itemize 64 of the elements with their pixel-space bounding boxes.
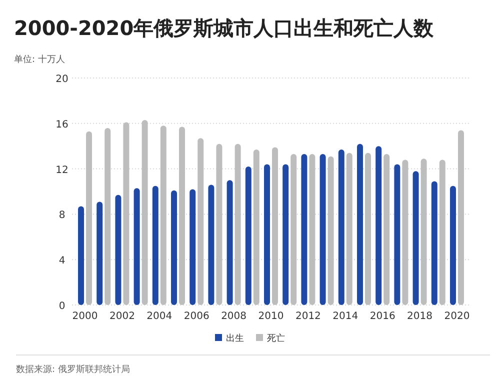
bar [420, 158, 427, 305]
bar [402, 160, 408, 305]
bar [290, 154, 297, 305]
bar [272, 147, 278, 305]
bar [356, 144, 363, 305]
x-tick-label: 2014 [332, 311, 358, 322]
y-tick-label: 8 [58, 210, 66, 222]
x-tick-label: 2010 [258, 311, 284, 322]
bar [226, 180, 233, 305]
x-tick-label: 2018 [407, 311, 433, 322]
bar [104, 128, 111, 305]
bar [134, 188, 140, 305]
bar [78, 206, 84, 305]
bar [208, 184, 214, 305]
bar [152, 186, 158, 305]
bar [364, 152, 371, 305]
bar [338, 150, 344, 305]
bar [320, 154, 326, 305]
bar [264, 164, 270, 305]
bar [123, 122, 130, 305]
bar [412, 171, 419, 305]
bar [394, 164, 400, 305]
x-tick-label: 2006 [184, 311, 210, 322]
bar [346, 152, 352, 305]
legend-label: 出生 [226, 333, 244, 344]
legend-label: 死亡 [267, 333, 285, 344]
source-note: 数据来源: 俄罗斯联邦统计局 [16, 364, 130, 375]
bar [198, 138, 204, 305]
y-tick-label: 16 [56, 119, 68, 130]
bar [160, 126, 166, 305]
bar [309, 154, 316, 305]
bar [245, 166, 252, 305]
y-tick-label: 0 [58, 301, 66, 312]
bar [328, 156, 334, 305]
bar [450, 186, 456, 305]
bar [115, 194, 122, 305]
bar [301, 154, 308, 305]
bar [216, 144, 222, 305]
chart-title: 2000-2020年俄罗斯城市人口出生和死亡人数 [14, 16, 435, 40]
bar [431, 181, 438, 305]
y-tick-label: 20 [56, 74, 68, 85]
y-tick-label: 4 [58, 256, 66, 267]
bar [190, 189, 196, 305]
bar [384, 154, 390, 305]
bar [96, 202, 103, 305]
x-tick-label: 2000 [72, 311, 98, 322]
x-tick-label: 2002 [109, 311, 135, 322]
x-tick-label: 2012 [295, 311, 321, 322]
bar [458, 130, 464, 305]
bar [253, 150, 260, 305]
y-tick-label: 12 [56, 164, 68, 176]
bar [86, 131, 92, 305]
bar [171, 190, 178, 305]
x-tick-label: 2020 [444, 311, 470, 322]
bar [439, 160, 446, 305]
bar [376, 146, 382, 305]
bar [234, 144, 241, 305]
x-tick-label: 2004 [146, 311, 172, 322]
bar [142, 120, 148, 305]
x-tick-label: 2008 [221, 311, 247, 322]
x-tick-label: 2016 [370, 311, 396, 322]
bar [179, 126, 186, 305]
bar [282, 164, 289, 305]
y-axis-title: 单位: 十万人 [14, 54, 65, 65]
